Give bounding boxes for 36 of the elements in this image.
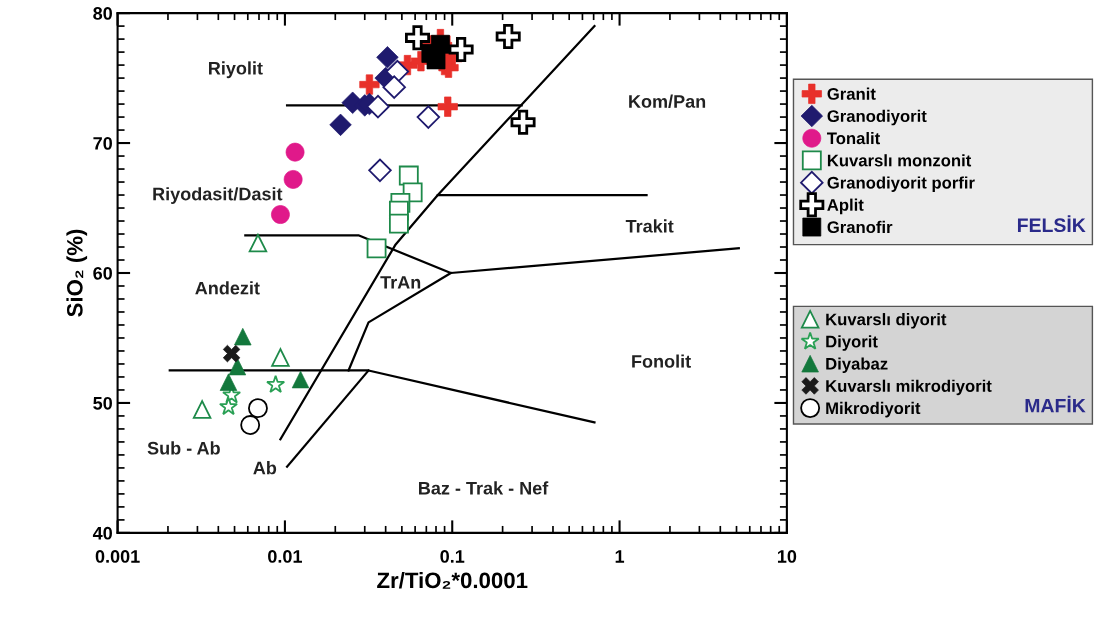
y-tick-label: 50 [93, 396, 112, 410]
y-tick-label: 40 [92, 526, 112, 540]
legend-label: Kuvarslı mikrodiyorit [826, 379, 992, 396]
x-tick-label: 0.001 [95, 550, 140, 563]
x-tick-label: 0.01 [268, 550, 302, 563]
x-tick-label: 1 [615, 550, 625, 563]
annotation: TrAn [380, 276, 421, 289]
legend-label: Granodiyorit [827, 109, 927, 126]
legend-label: Diyorit [826, 335, 878, 351]
x-tick-label: 0.1 [440, 550, 465, 563]
y-tick-label: 60 [93, 266, 112, 280]
annotation: Riyolit [209, 61, 263, 79]
y-tick-label: 70 [93, 136, 112, 150]
legend-label: Tonalit [827, 131, 880, 145]
annotation: Trakit [625, 219, 674, 233]
x-tick-label: 10 [777, 550, 797, 563]
annotation: Baz - Trak - Nef [419, 481, 549, 495]
annotation: Andezit [195, 281, 260, 295]
legend-label: Kuvarslı monzonit [827, 154, 972, 167]
y-tick-label: 80 [93, 7, 112, 20]
legend-label: Granit [827, 87, 876, 100]
y-axis-title: SiO₂ (%) [66, 229, 88, 317]
annotation: Kom/Pan [629, 94, 706, 109]
legend-label: Granodiyorit porfir [827, 176, 975, 192]
annotation: Ab [253, 461, 277, 475]
annotation: Riyodasit/Dasit [153, 187, 283, 204]
x-axis-title: Zr/TiO₂*0.0001 [377, 571, 528, 589]
legend-label: Kuvarslı diyorit [826, 313, 947, 329]
legend-label: Granofir [827, 220, 893, 234]
legend-label: Aplit [827, 198, 864, 215]
legend-label: Diyabaz [826, 357, 888, 373]
text: MAFİK [1025, 395, 1086, 413]
annotation: Sub - Ab [147, 441, 220, 455]
legend-label: Mikrodiyorit [826, 401, 921, 418]
annotation: Fonolit [632, 354, 691, 368]
text: FELSİK [1017, 215, 1086, 233]
